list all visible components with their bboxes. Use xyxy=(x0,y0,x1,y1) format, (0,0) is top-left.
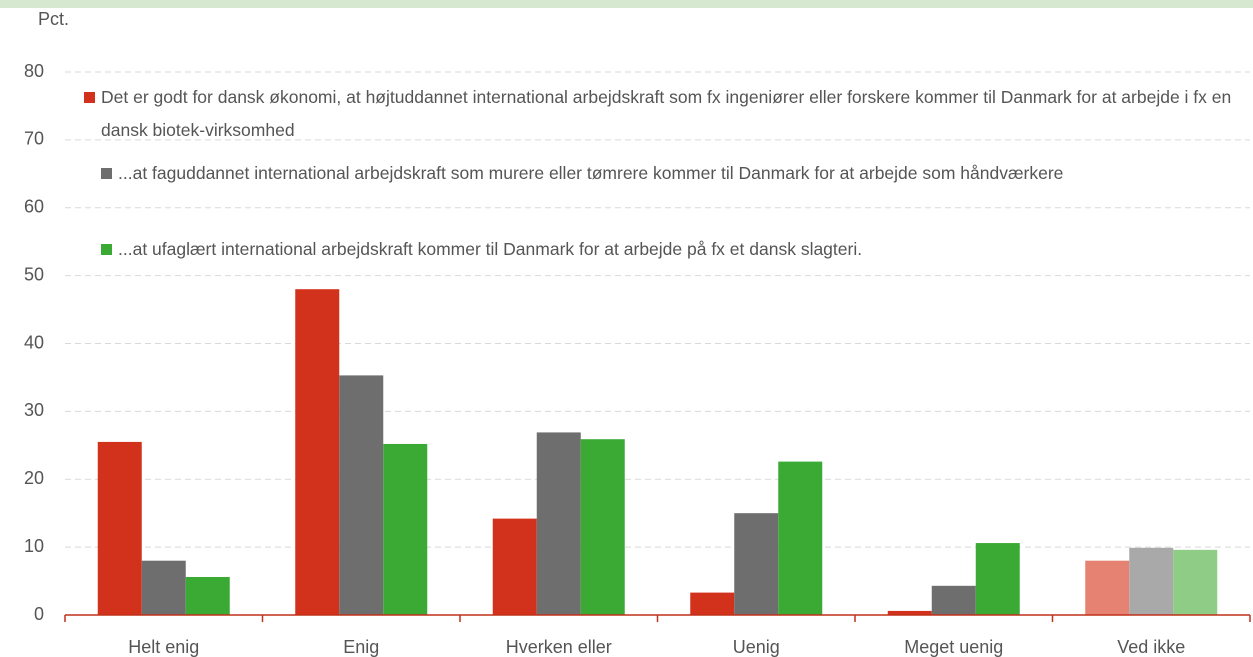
legend-swatch xyxy=(101,168,112,179)
bar xyxy=(778,461,823,615)
y-tick-label: 70 xyxy=(24,129,44,149)
legend-label: Det er godt for dansk økonomi, at højtud… xyxy=(101,87,1232,140)
bar xyxy=(536,432,581,615)
x-tick-label: Helt enig xyxy=(128,637,199,657)
x-tick-label: Ved ikke xyxy=(1117,637,1185,657)
x-tick-label: Hverken eller xyxy=(506,637,612,657)
x-tick-label: Uenig xyxy=(733,637,780,657)
legend-entry: ...at faguddannet international arbejdsk… xyxy=(101,157,1208,190)
legend-entry: ...at ufaglært international arbejdskraf… xyxy=(101,233,1208,266)
bar xyxy=(690,592,735,615)
bar xyxy=(295,289,340,615)
legend-label: ...at faguddannet international arbejdsk… xyxy=(118,163,1064,183)
y-tick-label: 60 xyxy=(24,197,44,217)
bar xyxy=(141,560,186,615)
bar xyxy=(492,518,537,615)
y-tick-label: 40 xyxy=(24,332,44,352)
bar xyxy=(931,585,976,615)
y-axis-label: Pct. xyxy=(38,9,69,29)
bar xyxy=(383,443,428,615)
y-tick-label: 10 xyxy=(24,536,44,556)
bar xyxy=(580,439,625,615)
bar xyxy=(1173,549,1218,615)
bar xyxy=(1129,547,1174,615)
y-tick-label: 30 xyxy=(24,400,44,420)
top-band xyxy=(0,0,1253,8)
y-tick-label: 80 xyxy=(24,61,44,81)
bar xyxy=(97,441,142,615)
x-tick-label: Enig xyxy=(343,637,379,657)
y-tick-label: 50 xyxy=(24,264,44,284)
bar xyxy=(734,513,779,615)
bar xyxy=(339,375,384,615)
legend-entry: Det er godt for dansk økonomi, at højtud… xyxy=(84,81,1251,147)
legend-swatch xyxy=(101,244,112,255)
bar xyxy=(887,610,932,615)
bar xyxy=(1085,560,1130,615)
legend-swatch xyxy=(84,92,95,103)
bar xyxy=(185,576,230,615)
y-tick-label: 20 xyxy=(24,468,44,488)
y-tick-label: 0 xyxy=(34,604,44,624)
legend-label: ...at ufaglært international arbejdskraf… xyxy=(118,239,863,259)
bar xyxy=(975,543,1020,615)
x-tick-label: Meget uenig xyxy=(904,637,1003,657)
